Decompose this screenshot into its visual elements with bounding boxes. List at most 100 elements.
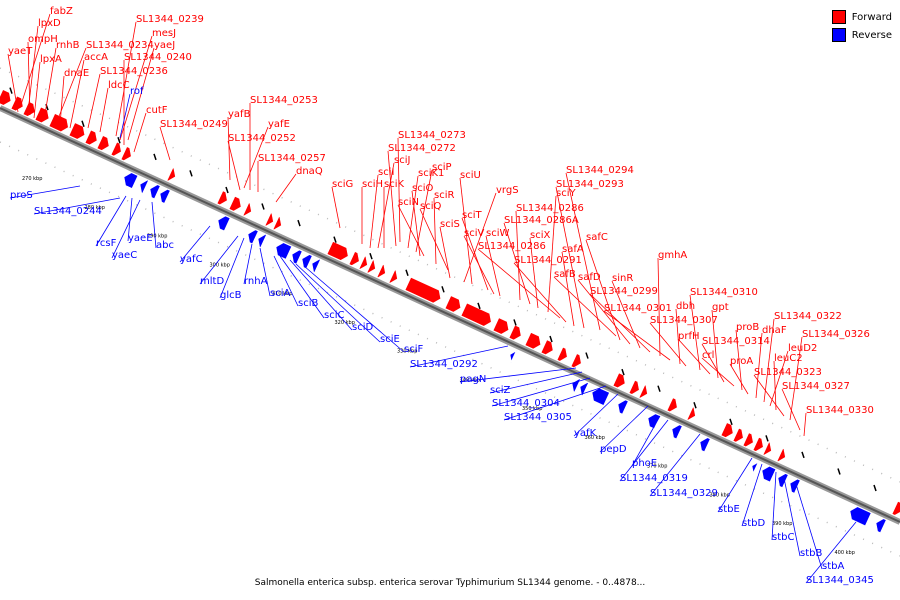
gene-leader-line <box>547 195 557 313</box>
gene-leader-line <box>657 257 661 357</box>
gene-leader-line <box>127 197 133 242</box>
forward-gene-10 <box>166 167 176 182</box>
gene-arrow-icon <box>686 406 696 421</box>
gene-label-rev-22: yafK <box>574 428 597 439</box>
gene-label-fwd-74: SL1344_0330 <box>806 405 874 416</box>
reverse-gene-24 <box>875 518 887 534</box>
forward-gene-15 <box>272 216 282 231</box>
gene-label-fwd-48: safA <box>562 244 584 255</box>
gene-label-rev-12: sciB <box>298 298 318 309</box>
gene-arrow-icon <box>628 379 640 395</box>
gene-leader-line <box>387 150 397 247</box>
gene-arrow-icon <box>732 427 744 443</box>
gene-arrow-icon <box>699 437 711 453</box>
gene-arrow-icon <box>891 500 900 516</box>
forward-gene-25 <box>492 317 510 335</box>
gene-label-fwd-42: SL1344_0286 <box>516 203 584 214</box>
gene-leader-line <box>295 263 381 343</box>
gene-arrow-icon <box>789 478 801 494</box>
map-caption: Salmonella enterica subsp. enterica sero… <box>254 578 646 588</box>
reverse-gene-11 <box>509 349 519 364</box>
gene-leader-line <box>275 173 297 203</box>
forward-gene-17 <box>348 251 360 266</box>
gene-label-rev-23: pepD <box>600 444 627 455</box>
gene-leader-line <box>701 343 725 383</box>
gene-leader-line <box>289 259 353 331</box>
gene-label-rev-2: SL1344_0244 <box>34 206 102 217</box>
gene-label-fwd-40: sciV <box>464 228 484 239</box>
gene-leader-line <box>59 75 65 126</box>
gene-leader-line <box>529 237 539 309</box>
gene-leader-line <box>273 255 299 307</box>
scale-tick-label: 330 kbp <box>397 349 417 355</box>
forward-gene-2 <box>22 101 36 117</box>
gene-arrow-icon <box>508 324 522 341</box>
gene-arrow-icon <box>242 202 252 217</box>
gene-arrow-icon <box>311 258 321 273</box>
gene-arrow-icon <box>159 188 171 204</box>
gene-leader-line <box>729 363 749 395</box>
gene-label-fwd-26: sciJ <box>394 155 410 166</box>
gene-arrow-icon <box>638 384 648 399</box>
forward-gene-16 <box>326 241 349 261</box>
gene-label-fwd-6: SL1344_0234 <box>86 40 154 51</box>
reverse-gene-10 <box>311 258 321 273</box>
backbone-tick-mark <box>873 484 877 492</box>
gene-label-rev-13: sciC <box>324 310 344 321</box>
gene-leader-line <box>783 477 801 557</box>
gene-arrow-icon <box>720 422 734 438</box>
gene-label-fwd-16: SL1344_0249 <box>160 119 228 130</box>
gene-arrow-icon <box>326 241 349 261</box>
gene-label-fwd-17: yafB <box>228 109 251 120</box>
reverse-gene-1 <box>139 179 149 194</box>
gene-leader-line <box>415 169 433 253</box>
gene-label-fwd-67: dhaF <box>762 325 787 336</box>
forward-gene-22 <box>404 276 442 304</box>
gene-arrow-icon <box>376 264 386 278</box>
gene-arrow-icon <box>110 141 122 157</box>
gene-leader-line <box>795 483 823 570</box>
gene-label-fwd-31: sciP <box>432 162 452 173</box>
scale-tick-label: 380 kbp <box>710 492 730 498</box>
gene-label-fwd-68: SL1344_0322 <box>774 311 842 322</box>
backbone-tick-mark <box>225 186 229 194</box>
gene-label-fwd-33: sciN <box>398 197 419 208</box>
gene-leader-line <box>33 61 41 119</box>
gene-label-fwd-46: SL1344_0286 <box>478 241 546 252</box>
gene-arrow-icon <box>849 506 872 527</box>
reverse-gene-9 <box>301 254 313 270</box>
gene-arrow-icon <box>257 234 267 248</box>
gene-label-fwd-39: sciT <box>462 210 482 221</box>
gene-label-fwd-15: cutF <box>146 105 168 116</box>
gene-label-fwd-61: prfH <box>678 331 700 342</box>
forward-gene-23 <box>444 295 462 313</box>
gene-leader-line <box>243 243 253 285</box>
gene-label-fwd-27: sciK <box>384 179 404 190</box>
gene-label-rev-28: stbD <box>742 518 765 529</box>
gene-arrow-icon <box>540 339 554 356</box>
gene-leader-line <box>753 374 785 417</box>
scale-tick-label: 370 kbp <box>647 464 667 470</box>
forward-gene-7 <box>96 135 110 151</box>
gene-leader-line <box>279 255 325 319</box>
backbone-tick-mark <box>9 87 13 94</box>
backbone-tick-mark <box>549 335 553 343</box>
gene-label-fwd-64: crl <box>702 350 714 361</box>
gene-arrow-icon <box>247 229 259 245</box>
forward-gene-28 <box>540 339 554 356</box>
backbone-tick-mark <box>81 120 85 127</box>
reverse-gene-15 <box>617 399 629 415</box>
reverse-gene-17 <box>671 424 683 440</box>
backbone-tick-mark <box>621 368 625 376</box>
gene-leader-line <box>689 294 701 371</box>
gene-arrow-icon <box>460 302 492 327</box>
forward-gene-19 <box>366 259 376 274</box>
gene-leader-line <box>33 197 121 215</box>
gene-leader-line <box>677 338 711 375</box>
gene-label-fwd-45: sciY <box>556 188 576 199</box>
gene-label-fwd-49: SL1344_0293 <box>556 179 624 190</box>
forward-gene-0 <box>0 89 12 106</box>
gene-leader-line <box>565 172 601 331</box>
scale-tick-label: 350 kbp <box>522 406 542 412</box>
gene-label-fwd-1: lpxD <box>38 18 61 29</box>
